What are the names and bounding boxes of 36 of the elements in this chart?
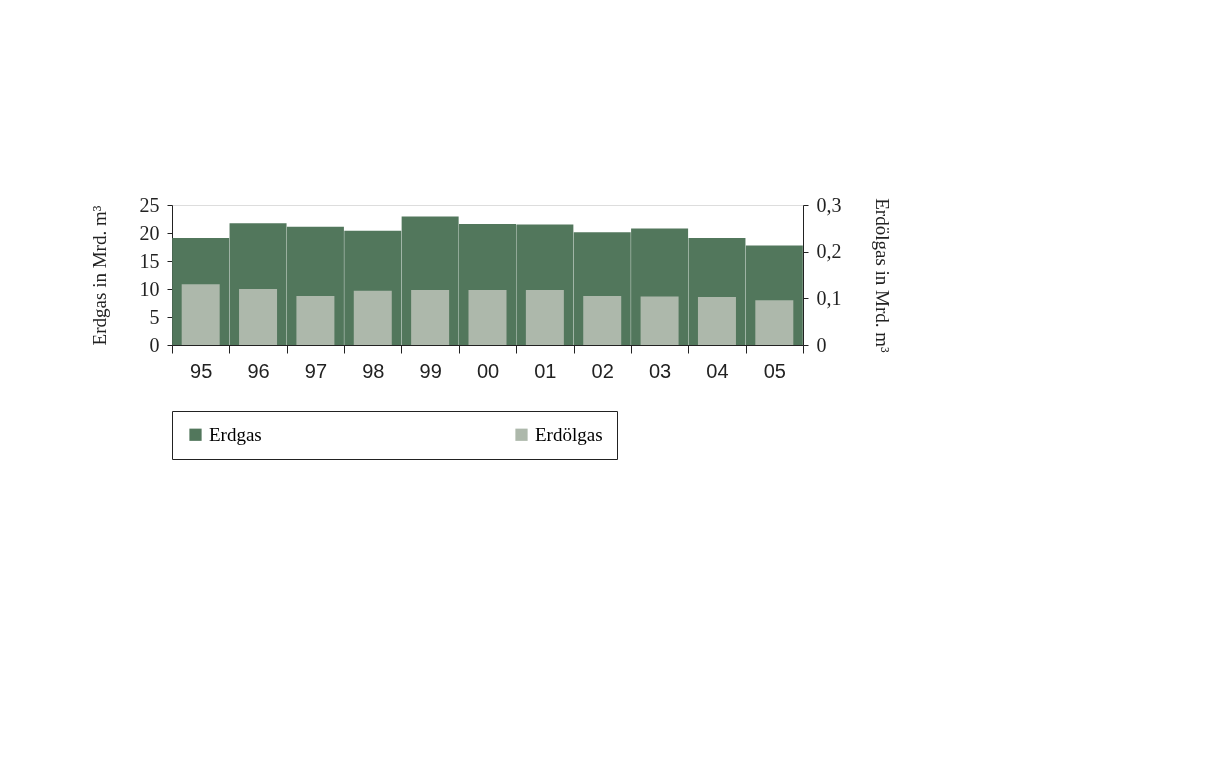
bar [640, 296, 679, 345]
y-tick-label: 20 [139, 221, 160, 244]
bar [525, 289, 564, 345]
legend-label: Erdölgas [535, 423, 603, 445]
x-tick-label: 99 [419, 359, 442, 382]
bar [411, 289, 450, 345]
y2-axis-title: Erdölgas in Mrd. m³ [871, 198, 893, 354]
y-tick-label: 25 [139, 193, 160, 216]
x-tick-label: 03 [648, 359, 672, 382]
y-tick-label: 10 [139, 277, 160, 300]
x-tick-label: 95 [190, 359, 213, 382]
y-axis-title: Erdgas in Mrd. m³ [88, 205, 110, 346]
bar [697, 296, 736, 345]
x-tick-label: 01 [534, 359, 557, 382]
legend-label: Erdgas [209, 423, 262, 445]
y-tick-label: 0 [149, 333, 160, 356]
x-tick-label: 05 [763, 359, 786, 382]
y2-tick-label: 0,3 [816, 193, 842, 216]
y2-tick-label: 0,1 [816, 286, 842, 309]
x-tick-label: 98 [362, 359, 385, 382]
bar [239, 289, 278, 345]
bar [296, 296, 335, 345]
y-tick-label: 5 [149, 305, 160, 328]
x-tick-label: 96 [247, 359, 270, 382]
bar [583, 296, 622, 345]
x-tick-label: 97 [304, 359, 328, 382]
bar [468, 289, 507, 345]
y2-tick-label: 0 [816, 333, 827, 356]
x-tick-label: 02 [591, 359, 614, 382]
x-tick-label: 00 [476, 359, 500, 382]
bar [353, 290, 392, 345]
x-tick-label: 04 [706, 359, 729, 382]
y-tick-label: 15 [139, 249, 160, 272]
bar [755, 300, 794, 345]
bar [181, 284, 220, 345]
y2-tick-label: 0,2 [816, 240, 842, 263]
